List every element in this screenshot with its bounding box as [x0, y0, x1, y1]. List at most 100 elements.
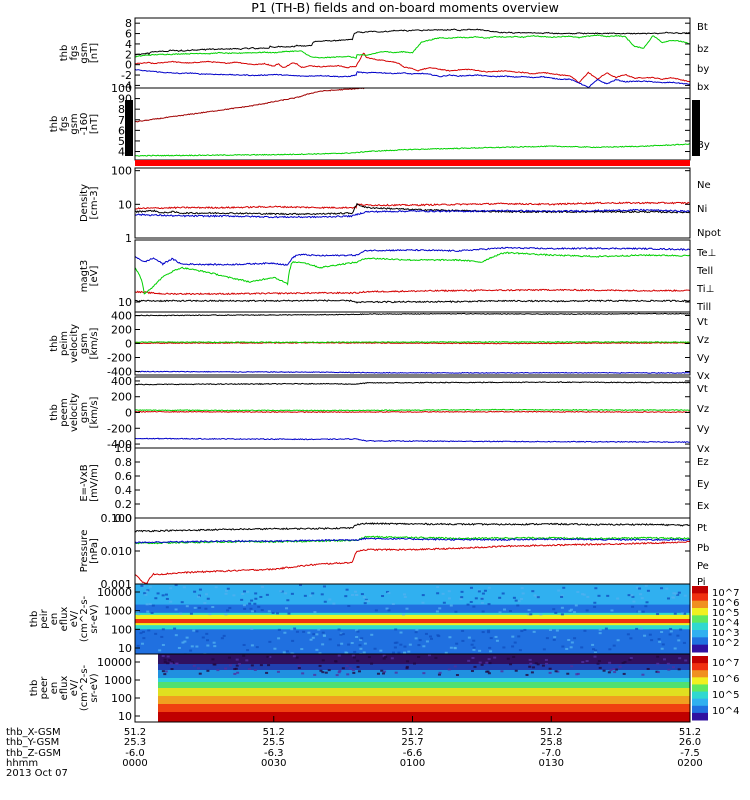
- y-axis-label-line: eflux: [59, 676, 70, 701]
- spectrogram-speckle: [276, 670, 280, 673]
- spectrogram-speckle: [233, 668, 237, 671]
- spectrogram-speckle: [662, 658, 666, 661]
- spectrogram-speckle: [529, 662, 533, 665]
- spectrogram-band: [158, 710, 690, 713]
- spectrogram-speckle: [557, 589, 561, 592]
- spectrogram-speckle: [673, 647, 677, 650]
- spectrogram-speckle: [324, 671, 328, 674]
- spectrogram-speckle: [593, 601, 597, 604]
- spectrogram-speckle: [148, 603, 152, 606]
- spectrogram-speckle: [429, 635, 433, 638]
- x-tick-value: 51.2: [124, 727, 146, 738]
- spectrogram-speckle: [594, 649, 598, 652]
- spectrogram-speckle: [241, 593, 245, 596]
- spectrogram-speckle: [285, 650, 289, 653]
- y-tick-label: -200: [107, 422, 132, 435]
- spectrogram-speckle: [337, 671, 341, 674]
- legend-label: Te⊥: [696, 248, 716, 259]
- spectrogram-band: [135, 635, 690, 639]
- spectrogram-speckle: [622, 672, 626, 675]
- spectrogram-speckle: [442, 601, 446, 604]
- spectrogram-speckle: [614, 668, 618, 671]
- spectrogram-speckle: [560, 594, 564, 597]
- spectrogram-speckle: [554, 670, 558, 673]
- spectrogram-band: [135, 643, 690, 647]
- spectrogram-speckle: [359, 638, 363, 641]
- spectrogram-speckle: [478, 661, 482, 664]
- spectrogram-speckle: [471, 656, 475, 659]
- spectrogram-speckle: [567, 639, 571, 642]
- series-line-By: [134, 143, 691, 157]
- spectrogram-speckle: [418, 639, 422, 642]
- spectrogram-band: [158, 656, 690, 659]
- spectrogram-speckle: [216, 669, 220, 672]
- spectrogram-speckle: [422, 672, 426, 675]
- spectrogram-speckle: [297, 667, 301, 670]
- spectrogram-speckle: [495, 639, 499, 642]
- spectrogram-speckle: [447, 590, 451, 593]
- spectrogram-speckle: [266, 655, 270, 658]
- spectrogram-speckle: [315, 648, 319, 651]
- spectrogram-speckle: [148, 585, 152, 588]
- y-tick-label: 0.0: [115, 512, 133, 525]
- spectrogram-speckle: [250, 599, 254, 602]
- x-tick-value: -6.6: [403, 748, 423, 759]
- colorbar-label: 10^7: [712, 588, 739, 599]
- spectrogram-speckle: [358, 644, 362, 647]
- spectrogram-speckle: [204, 607, 208, 610]
- spectrogram-speckle: [144, 593, 148, 596]
- spectrogram-speckle: [413, 662, 417, 665]
- spectrogram-speckle: [321, 671, 325, 674]
- series-line-Till: [134, 251, 691, 295]
- y-axis-label-line: peer: [39, 676, 50, 700]
- panel-peem: 400 200 0 -200 -400 thbpeemvelocitygsm[km/s] V…: [49, 375, 710, 455]
- spectrogram-speckle: [604, 627, 608, 630]
- spectrogram-speckle: [417, 644, 421, 647]
- spectrogram-speckle: [531, 590, 535, 593]
- spectrogram-speckle: [669, 627, 673, 630]
- spectrogram-speckle: [403, 596, 407, 599]
- spectrogram-speckle: [279, 590, 283, 593]
- spectrogram-band: [158, 682, 690, 685]
- spectrogram-speckle: [224, 589, 228, 592]
- spectrogram-speckle: [161, 594, 165, 597]
- spectrogram-speckle: [520, 587, 524, 590]
- spectrogram-speckle: [598, 666, 602, 669]
- spectrogram-speckle: [469, 600, 473, 603]
- spectrogram-speckle: [441, 592, 445, 595]
- spectrogram-speckle: [347, 605, 351, 608]
- panel-peer_spec: 10^7 10^6 10^5 10^4 10000 1000 100 10 thbpeerene…: [29, 653, 739, 723]
- spectrogram-speckle: [204, 593, 208, 596]
- spectrogram-speckle: [438, 671, 442, 674]
- spectrogram-speckle: [606, 594, 610, 597]
- spectrogram-band: [158, 708, 690, 711]
- spectrogram-speckle: [145, 590, 149, 593]
- spectrogram-speckle: [469, 586, 473, 589]
- y-tick-label: 100: [111, 623, 132, 636]
- y-tick-label: 0: [125, 407, 132, 420]
- spectrogram-speckle: [668, 633, 672, 636]
- spectrogram-band: [158, 668, 690, 671]
- spectrogram-speckle: [669, 630, 673, 633]
- spectrogram-speckle: [222, 634, 226, 637]
- y-tick-label: 1000: [104, 674, 132, 687]
- spectrogram-speckle: [684, 659, 688, 662]
- spectrogram-speckle: [174, 634, 178, 637]
- y-axis-label: thbfgsgsm[nT]: [59, 42, 100, 63]
- x-tick-value: 51.2: [401, 727, 423, 738]
- spectrogram-speckle: [480, 597, 484, 600]
- spectrogram-speckle: [169, 587, 173, 590]
- colorbar-label: 10^4: [712, 618, 739, 629]
- spectrogram-speckle: [193, 590, 197, 593]
- y-tick-label: 0.010: [101, 545, 133, 558]
- spectrogram-speckle: [421, 594, 425, 597]
- colorbar: 10^710^610^510^410^310^2: [692, 586, 739, 653]
- spectrogram-speckle: [480, 601, 484, 604]
- y-axis-label-line: velocity: [69, 324, 80, 363]
- panel-frame: [134, 167, 691, 239]
- spectrogram-speckle: [593, 605, 597, 608]
- spectrogram-speckle: [394, 628, 398, 631]
- spectrogram-speckle: [512, 596, 516, 599]
- y-tick-label: 0.6: [115, 470, 133, 483]
- spectrogram-speckle: [339, 633, 343, 636]
